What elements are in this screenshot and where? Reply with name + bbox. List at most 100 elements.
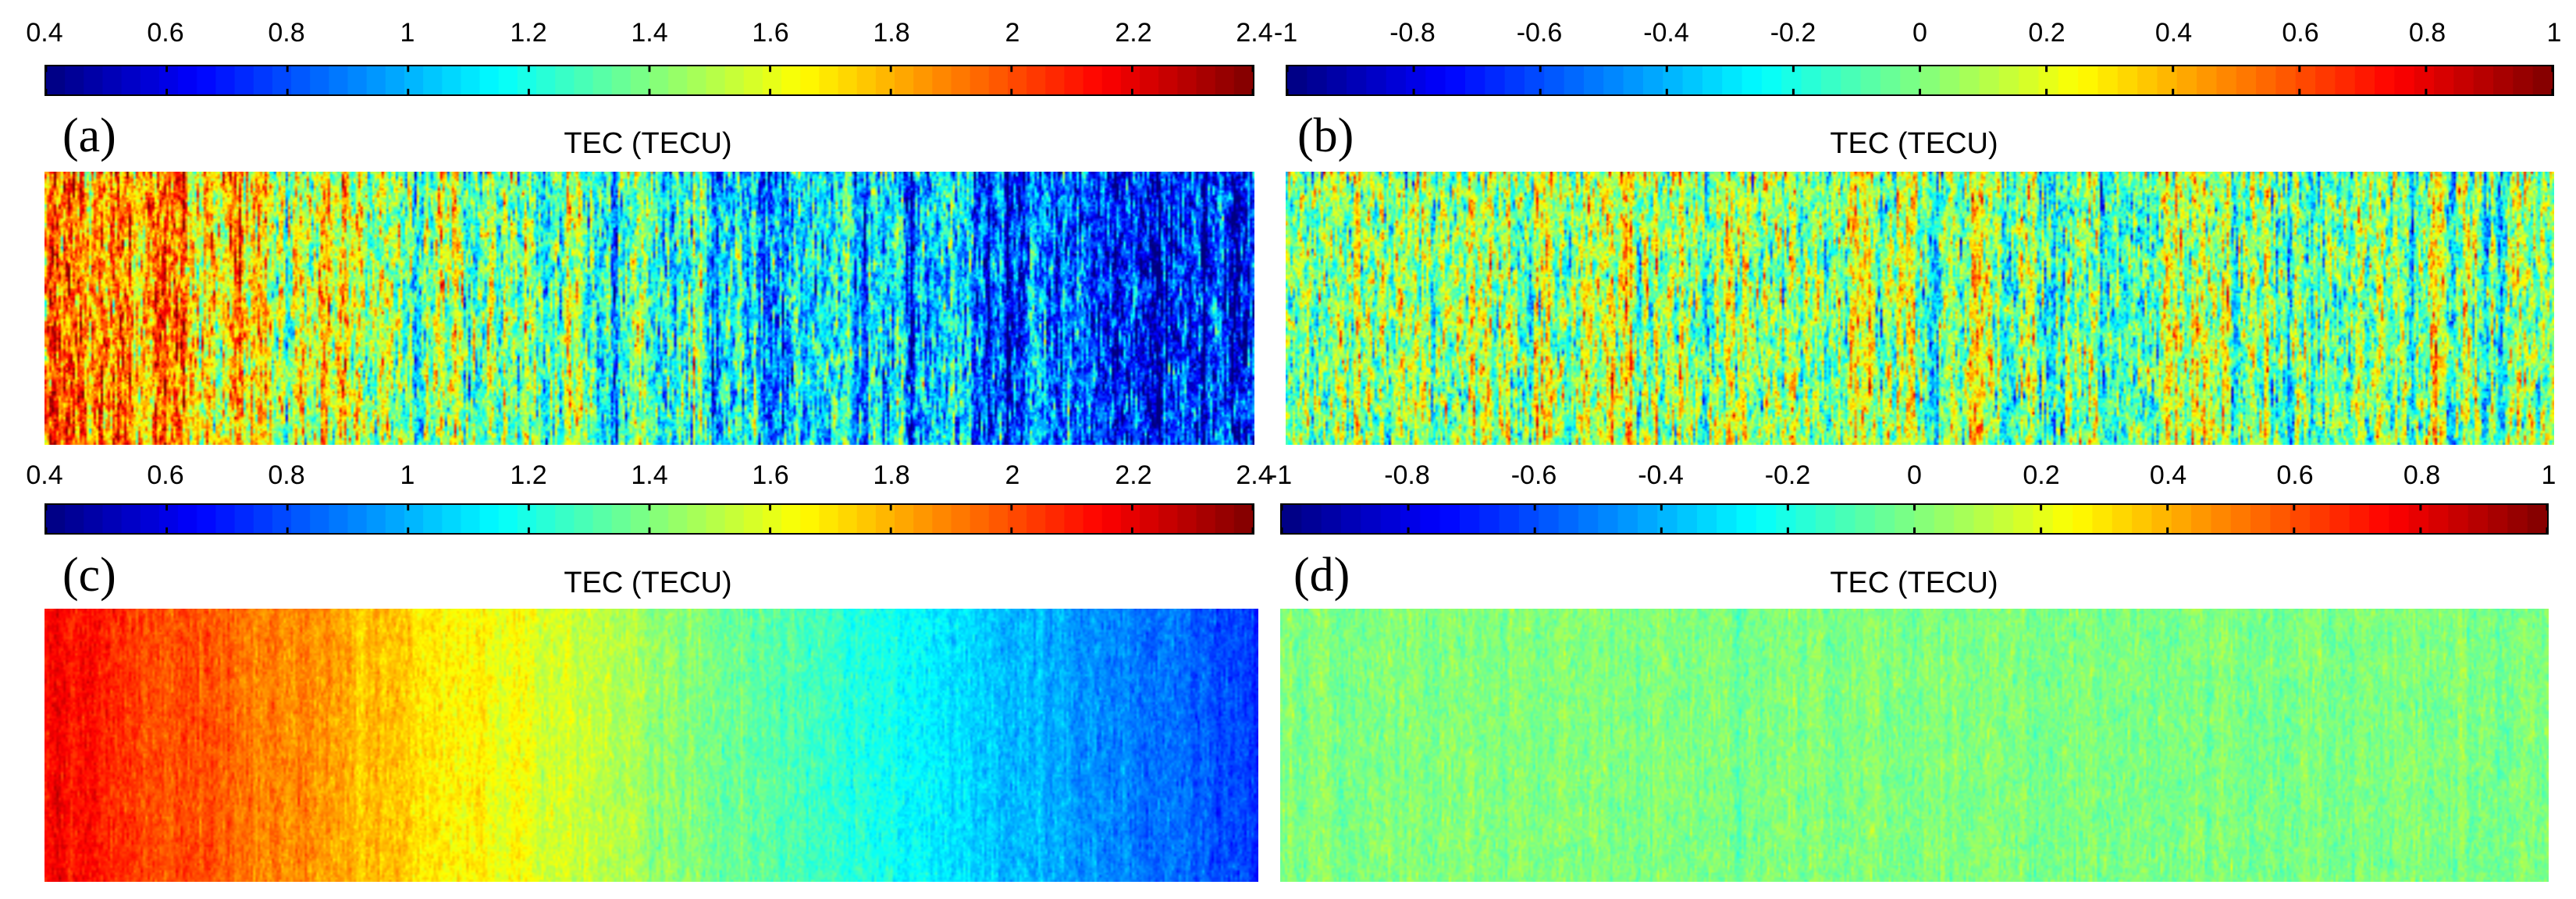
colorbar-swatch	[1196, 66, 1216, 94]
colorbar-swatch	[1346, 66, 1367, 94]
colorbar-swatch	[875, 505, 895, 533]
colorbar-swatch	[1564, 66, 1585, 94]
colorbar-tick-label: 0	[1912, 18, 1927, 48]
colorbar-swatch	[272, 66, 292, 94]
colorbar-swatch	[1420, 505, 1441, 533]
colorbar-tick-label: 1.8	[873, 460, 910, 490]
colorbar-gradient	[46, 66, 1253, 94]
colorbar-swatch	[2256, 66, 2276, 94]
colorbar-tick-label: -1	[1273, 18, 1298, 48]
colorbar-swatch	[1158, 505, 1178, 533]
colorbar-swatch	[84, 505, 103, 533]
colorbar-swatch	[2157, 66, 2178, 94]
colorbar-swatch	[517, 66, 537, 94]
colorbar-tick-label: -0.8	[1389, 18, 1436, 48]
colorbar-swatch	[668, 505, 688, 533]
colorbar-swatch	[2513, 66, 2534, 94]
colorbar-swatch	[253, 66, 273, 94]
colorbar-swatch	[291, 66, 311, 94]
colorbar-swatch	[1196, 505, 1216, 533]
colorbar-swatch	[1914, 505, 1935, 533]
colorbar-swatch	[1177, 505, 1197, 533]
colorbar-swatch	[913, 66, 933, 94]
colorbar-swatch	[2176, 66, 2197, 94]
colorbar-swatch	[442, 66, 461, 94]
colorbar-swatch	[234, 66, 254, 94]
colorbar-swatch	[461, 66, 481, 94]
colorbar-swatch	[2453, 66, 2475, 94]
tec-heatmap	[44, 172, 1254, 445]
colorbar-swatch	[706, 505, 726, 533]
colorbar-swatch	[1380, 505, 1401, 533]
colorbar-swatch	[2315, 66, 2336, 94]
colorbar-swatch	[630, 66, 650, 94]
colorbar-swatch	[988, 505, 1009, 533]
colorbar-swatch	[781, 66, 801, 94]
colorbar-swatch	[178, 505, 197, 533]
colorbar-swatch	[2132, 505, 2152, 533]
colorbar-swatch	[517, 505, 537, 533]
colorbar-swatch	[1287, 66, 1308, 94]
colorbar-swatch	[1177, 66, 1197, 94]
colorbar-swatch	[1583, 66, 1604, 94]
colorbar-swatch	[2375, 66, 2395, 94]
colorbar-swatch	[1742, 66, 1763, 94]
colorbar-tick-label: 1.2	[510, 460, 547, 490]
colorbar-swatch	[1900, 66, 1921, 94]
colorbar-swatch	[913, 505, 933, 533]
colorbar-swatch	[1301, 505, 1322, 533]
colorbar-swatch	[611, 505, 632, 533]
colorbar-swatch	[724, 66, 745, 94]
colorbar-swatch	[46, 66, 66, 94]
colorbar-swatch	[2270, 505, 2291, 533]
colorbar-swatch	[2389, 505, 2410, 533]
colorbar-swatch	[385, 505, 405, 533]
colorbar-tick-label: 2	[1005, 460, 1020, 490]
colorbar-swatch	[2349, 505, 2370, 533]
colorbar-swatch	[1717, 505, 1738, 533]
colorbar-swatch	[1439, 505, 1461, 533]
colorbar-swatch	[385, 66, 405, 94]
colorbar-swatch	[310, 505, 329, 533]
colorbar-swatch	[2073, 505, 2093, 533]
colorbar-swatch	[2230, 505, 2251, 533]
colorbar-tick-label: 0.2	[2023, 460, 2060, 490]
colorbar-swatch	[2394, 66, 2415, 94]
colorbar-tick-label: -0.4	[1643, 18, 1689, 48]
colorbar-tick-label: -1	[1268, 460, 1293, 490]
colorbar-swatch	[2488, 505, 2508, 533]
colorbar-swatch	[2019, 66, 2039, 94]
colorbar-swatch	[819, 66, 839, 94]
colorbar-swatch	[158, 66, 179, 94]
colorbar-swatch	[1400, 505, 1421, 533]
colorbar-swatch	[574, 505, 594, 533]
colorbar-swatch	[1722, 66, 1743, 94]
colorbar-tick-label: 0.6	[147, 18, 184, 48]
colorbar	[1280, 503, 2549, 535]
colorbar-tick-label: -0.6	[1510, 460, 1557, 490]
colorbar-swatch	[1939, 66, 1960, 94]
colorbar-swatch	[1026, 505, 1046, 533]
colorbar-swatch	[1682, 66, 1703, 94]
colorbar-swatch	[970, 505, 990, 533]
colorbar-swatch	[2033, 505, 2054, 533]
colorbar-swatch	[1637, 505, 1658, 533]
colorbar-swatch	[1101, 66, 1122, 94]
colorbar-swatch	[1464, 66, 1485, 94]
colorbar-swatch	[1920, 66, 1941, 94]
colorbar-swatch	[1617, 505, 1638, 533]
colorbar-swatch	[970, 66, 990, 94]
colorbar-swatch	[272, 505, 292, 533]
colorbar-swatch	[1677, 505, 1698, 533]
colorbar-swatch	[1101, 505, 1122, 533]
colorbar-swatch	[2171, 505, 2192, 533]
colorbar-swatch	[1064, 505, 1084, 533]
colorbar-swatch	[366, 66, 386, 94]
colorbar-swatch	[1642, 66, 1663, 94]
colorbar-swatch	[1524, 66, 1545, 94]
colorbar-swatch	[347, 505, 368, 533]
colorbar	[44, 65, 1254, 96]
colorbar-swatch	[461, 505, 481, 533]
colorbar-swatch	[1233, 505, 1253, 533]
colorbar-swatch	[2335, 66, 2356, 94]
